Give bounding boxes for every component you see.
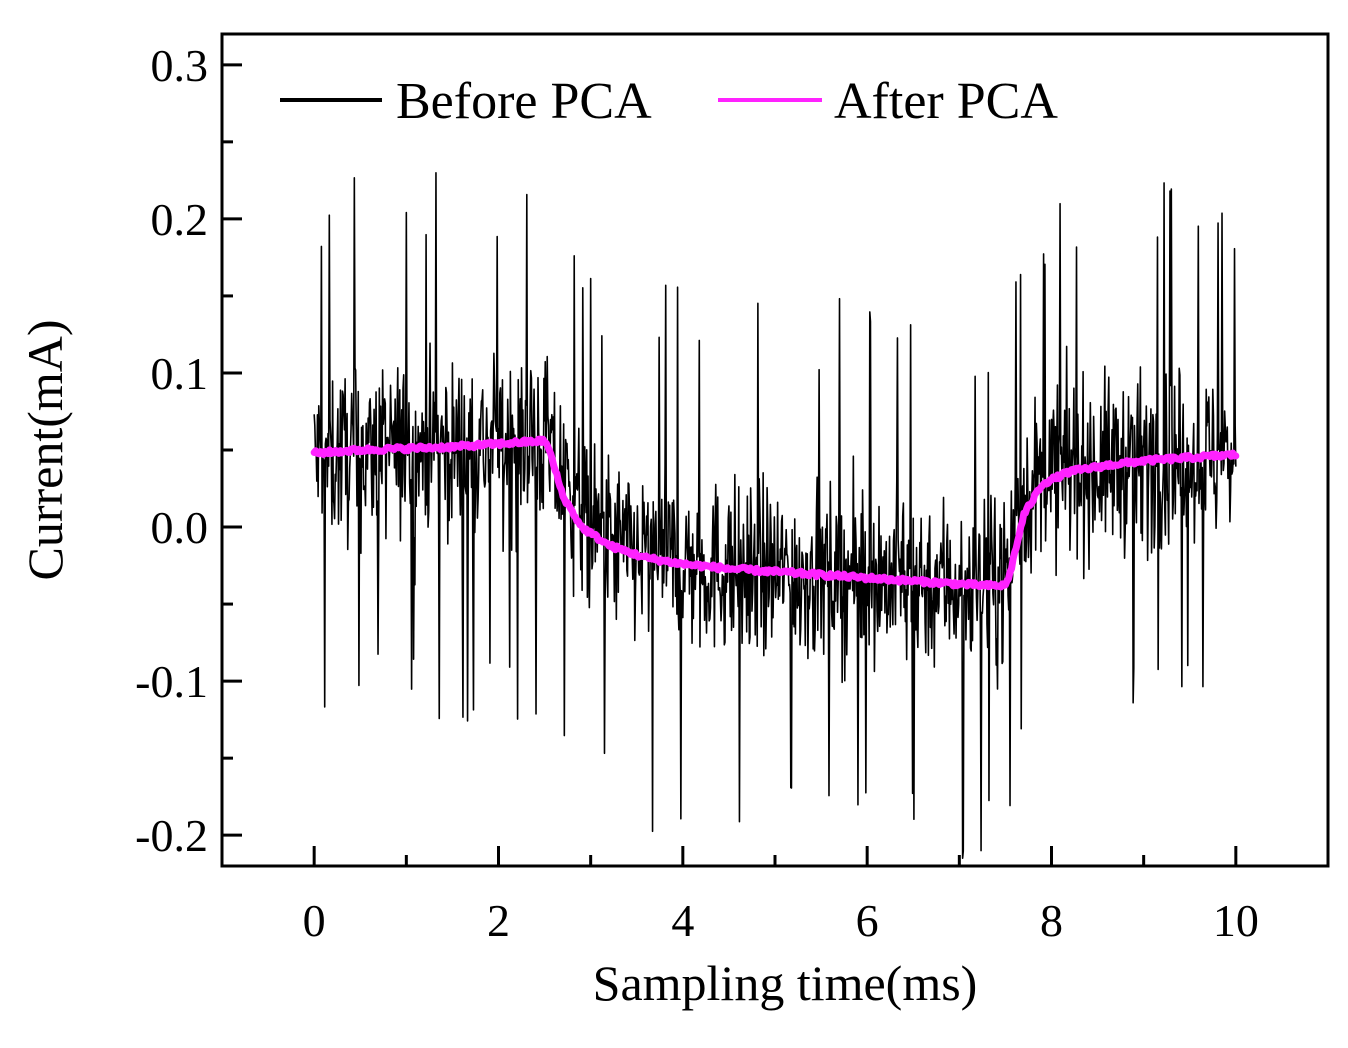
axis-ticks <box>222 63 1238 866</box>
x-tick-label-2: 4 <box>671 895 694 946</box>
x-tick-label-1: 2 <box>487 895 510 946</box>
y-tick-labels: 0.3 0.2 0.1 0.0 -0.1 -0.2 <box>135 40 208 861</box>
x-tick-labels: 0 2 4 6 8 10 <box>303 895 1259 946</box>
after-pca-series <box>310 435 1240 591</box>
x-axis-title: Sampling time(ms) <box>593 955 978 1011</box>
legend-label-after-pca: After PCA <box>834 73 1058 130</box>
y-tick-label-5: -0.2 <box>135 810 208 861</box>
legend-label-before-pca: Before PCA <box>396 73 652 130</box>
before-pca-line <box>313 171 1237 860</box>
y-tick-label-1: 0.2 <box>151 194 209 245</box>
x-tick-label-4: 8 <box>1040 895 1063 946</box>
y-axis-title: Current(mA) <box>17 319 73 580</box>
before-pca-series <box>313 171 1237 860</box>
y-tick-label-3: 0.0 <box>151 502 209 553</box>
y-tick-label-4: -0.1 <box>135 656 208 707</box>
y-tick-label-0: 0.3 <box>151 40 209 91</box>
x-tick-label-5: 10 <box>1213 895 1259 946</box>
x-tick-label-0: 0 <box>303 895 326 946</box>
legend: Before PCA After PCA <box>280 73 1058 130</box>
y-tick-label-2: 0.1 <box>151 348 209 399</box>
after-pca-line <box>310 435 1240 591</box>
x-tick-label-3: 6 <box>856 895 879 946</box>
